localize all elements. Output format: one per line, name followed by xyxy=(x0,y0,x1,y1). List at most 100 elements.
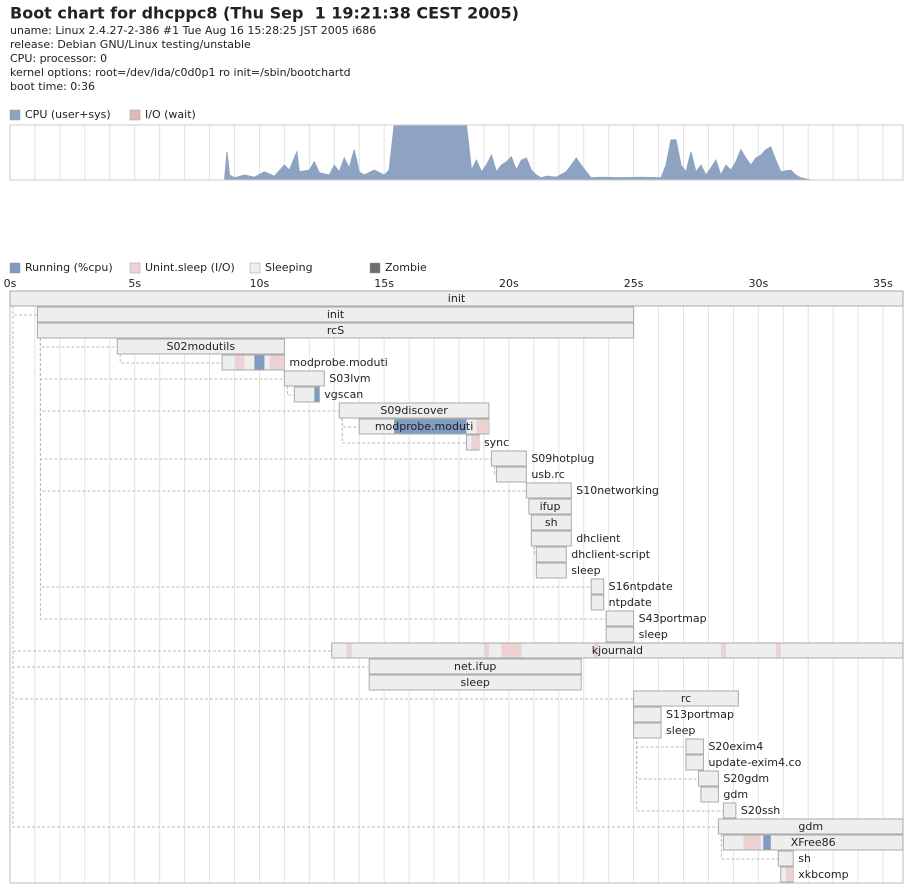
cpu-line xyxy=(224,124,811,181)
process-label: update-exim4.co xyxy=(708,756,801,769)
process-label: sync xyxy=(484,436,509,449)
legend-label: CPU (user+sys) xyxy=(25,108,111,121)
process-bar xyxy=(530,530,572,547)
process-label: S03lvm xyxy=(329,372,370,385)
x-tick-label: 35s xyxy=(873,277,893,290)
plot-frame xyxy=(9,124,904,181)
legend-swatch xyxy=(249,262,261,274)
process-bar xyxy=(590,594,605,611)
legend-label: Zombie xyxy=(385,261,427,274)
process-label: S09hotplug xyxy=(531,452,594,465)
header-line: CPU: processor: 0 xyxy=(10,52,107,65)
process-label: sleep xyxy=(666,724,695,737)
parent-link xyxy=(12,306,38,316)
process-bar xyxy=(535,562,567,579)
process-bar xyxy=(590,578,605,595)
process-bar xyxy=(530,514,572,531)
process-bar xyxy=(525,482,572,499)
process-bar xyxy=(722,802,737,819)
process-label: S13portmap xyxy=(666,708,734,721)
state-segment xyxy=(254,355,265,370)
parent-link xyxy=(493,466,497,476)
parent-link xyxy=(12,306,719,828)
process-label: sh xyxy=(798,852,811,865)
process-bar xyxy=(490,450,527,467)
state-segment xyxy=(743,835,761,850)
legend-label: Unint.sleep (I/O) xyxy=(145,261,235,274)
process-label: dhclient-script xyxy=(571,548,650,561)
process-label: xkbcomp xyxy=(798,868,848,881)
process-bar xyxy=(777,850,794,867)
process-label: rc xyxy=(681,692,691,705)
process-label: modprobe.moduti xyxy=(289,356,387,369)
parent-link xyxy=(636,706,724,812)
process-bar xyxy=(685,754,704,771)
state-segment xyxy=(234,355,245,370)
parent-link xyxy=(119,354,223,364)
process-bar xyxy=(9,290,904,307)
process-label: S10networking xyxy=(576,484,659,497)
header-line: kernel options: root=/dev/ida/c0d0p1 ro … xyxy=(10,66,351,79)
process-label: init xyxy=(448,292,466,305)
legend-swatch xyxy=(9,109,21,121)
process-label: S16ntpdate xyxy=(609,580,673,593)
process-label: net.ifup xyxy=(454,660,496,673)
process-bar xyxy=(685,738,704,755)
process-bar xyxy=(36,306,635,323)
legend-label: Running (%cpu) xyxy=(25,261,113,274)
process-bar xyxy=(368,674,582,691)
process-label: sleep xyxy=(571,564,600,577)
x-tick-label: 25s xyxy=(624,277,644,290)
state-segment xyxy=(394,419,467,434)
parent-link xyxy=(533,546,537,556)
process-bar xyxy=(633,690,739,707)
x-tick-label: 10s xyxy=(250,277,270,290)
state-segment xyxy=(763,835,771,850)
process-bar xyxy=(633,706,662,723)
process-bar xyxy=(495,466,527,483)
process-bar xyxy=(633,722,662,739)
process-label: dhclient xyxy=(576,532,621,545)
process-label: S43portmap xyxy=(639,612,707,625)
state-segment xyxy=(346,643,352,658)
legend-label: I/O (wait) xyxy=(145,108,196,121)
x-tick-label: 20s xyxy=(499,277,519,290)
state-segment xyxy=(720,643,726,658)
process-bar xyxy=(331,642,904,659)
state-segment xyxy=(476,419,489,434)
legend-swatch xyxy=(9,262,21,274)
process-label: rcS xyxy=(327,324,344,337)
process-bar xyxy=(605,610,635,627)
header-line: uname: Linux 2.4.27-2-386 #1 Tue Aug 16 … xyxy=(10,24,376,37)
process-label: ifup xyxy=(540,500,561,513)
process-label: S20gdm xyxy=(723,772,769,785)
process-bar xyxy=(717,818,904,835)
legend-swatch xyxy=(129,109,141,121)
process-bar xyxy=(338,402,490,419)
process-bar xyxy=(697,770,719,787)
process-bar xyxy=(700,786,719,803)
process-bar xyxy=(605,626,635,643)
process-label: S20ssh xyxy=(741,804,780,817)
process-label: sleep xyxy=(461,676,490,689)
state-segment xyxy=(471,435,479,450)
cpu-area-fill xyxy=(224,125,811,180)
process-label: modprobe.moduti xyxy=(375,420,473,433)
process-label: gdm xyxy=(723,788,748,801)
x-tick-label: 0s xyxy=(4,277,17,290)
process-label: S09discover xyxy=(380,404,448,417)
process-bar xyxy=(36,322,635,339)
process-bar xyxy=(116,338,285,355)
state-segment xyxy=(483,643,489,658)
process-bar xyxy=(368,658,582,675)
parent-link xyxy=(720,834,779,860)
state-segment xyxy=(775,643,781,658)
parent-link xyxy=(341,418,467,444)
parent-link xyxy=(286,386,295,396)
process-label: ntpdate xyxy=(609,596,652,609)
x-tick-label: 15s xyxy=(374,277,394,290)
process-label: XFree86 xyxy=(791,836,836,849)
state-segment xyxy=(501,643,522,658)
process-label: sh xyxy=(545,516,558,529)
